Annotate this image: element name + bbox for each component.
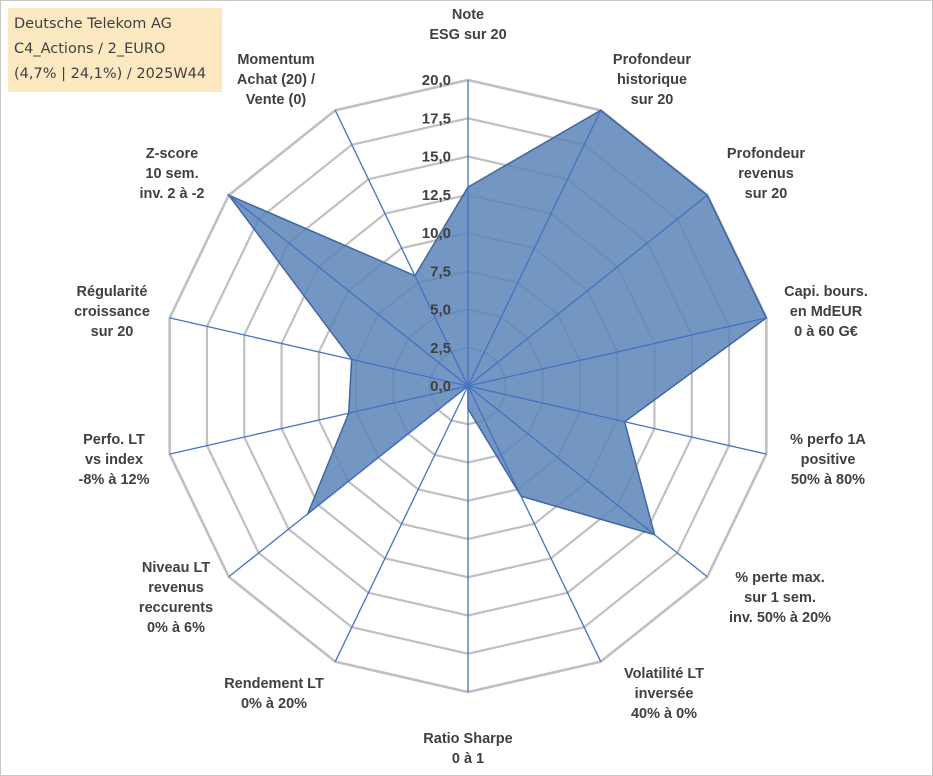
- tick-label: 0,0: [430, 378, 451, 395]
- axis-label-4: Capi. bours. en MdEUR 0 à 60 G€: [784, 284, 868, 340]
- spoke-4: [467, 317, 767, 387]
- spoke-5: [467, 385, 767, 455]
- tick-label: 7,5: [430, 263, 451, 280]
- axis-label-13: Z-score 10 sem. inv. 2 à -2: [139, 146, 204, 202]
- tick-label: 12,5: [422, 187, 451, 204]
- spoke-3: [467, 194, 708, 387]
- tick-label: 20,0: [422, 72, 451, 89]
- axis-label-11: Perfo. LT vs index -8% à 12%: [79, 432, 150, 488]
- radar-axis-labels: Note ESG sur 20 Profondeur historique sur 20…: [74, 7, 868, 767]
- company-name: Deutsche Telekom AG: [14, 16, 172, 32]
- tick-label: 2,5: [430, 340, 451, 357]
- spoke-11: [169, 385, 469, 455]
- axis-label-1: Note ESG sur 20: [429, 7, 506, 43]
- radar-spokes: [169, 80, 767, 692]
- spoke-10: [228, 385, 469, 578]
- spoke-2: [467, 110, 602, 387]
- tick-label: 5,0: [430, 302, 451, 319]
- axis-label-10: Niveau LT revenus reccurents 0% à 6%: [139, 560, 213, 636]
- spoke-12: [169, 317, 469, 387]
- axis-label-6: % perte max. sur 1 sem. inv. 50% à 20%: [729, 570, 831, 626]
- radar-series: [226, 109, 768, 536]
- series-area-1: [226, 109, 768, 536]
- tick-label: 17,5: [422, 110, 451, 127]
- category-label: C4_Actions / 2_EURO: [14, 41, 166, 57]
- tick-label: 10,0: [422, 225, 451, 242]
- spoke-9: [334, 385, 469, 662]
- spoke-14: [334, 110, 469, 387]
- performance-week-label: (4,7% | 24,1%) / 2025W44: [14, 66, 207, 82]
- axis-label-3: Profondeur revenus sur 20: [727, 146, 805, 202]
- info-box: Deutsche Telekom AG C4_Actions / 2_EURO …: [8, 8, 222, 92]
- axis-label-5: % perfo 1A positive 50% à 80%: [790, 432, 866, 488]
- axis-label-9: Rendement LT 0% à 20%: [224, 676, 324, 712]
- spoke-6: [467, 385, 708, 578]
- axis-label-7: Volatilité LT inversée 40% à 0%: [624, 666, 704, 722]
- spoke-7: [467, 385, 602, 662]
- axis-label-14: Momentum Achat (20) / Vente (0): [237, 52, 315, 108]
- axis-label-8: Ratio Sharpe 0 à 1: [423, 731, 512, 767]
- radar-tick-labels: 0,0 2,5 5,0 7,5 10,0 12,5 15,0 17,5 20,0: [422, 72, 451, 395]
- spoke-13: [228, 194, 469, 387]
- tick-label: 15,0: [422, 149, 451, 166]
- axis-label-2: Profondeur historique sur 20: [613, 52, 691, 108]
- axis-label-12: Régularité croissance sur 20: [74, 284, 150, 340]
